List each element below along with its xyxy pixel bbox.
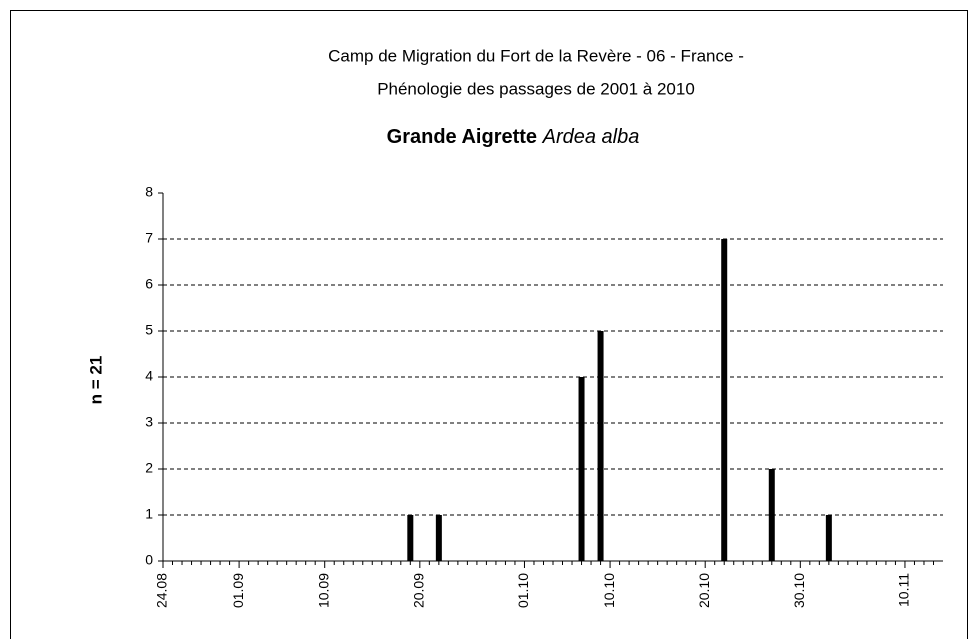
y-tick-label: 6 (145, 276, 153, 292)
y-tick-label: 7 (145, 230, 153, 246)
bar (768, 469, 775, 561)
x-tick-label: 10.10 (601, 573, 617, 608)
y-tick-label: 2 (145, 460, 153, 476)
y-tick-label: 4 (145, 368, 153, 384)
x-tick-label: 10.09 (315, 573, 331, 608)
bar (825, 515, 832, 561)
species-name: Grande Aigrette (387, 126, 537, 148)
x-tick-label: 30.10 (791, 573, 807, 608)
y-axis-label: n = 21 (86, 356, 105, 405)
y-tick-label: 3 (145, 414, 153, 430)
y-tick-label: 0 (145, 552, 153, 568)
x-tick-label: 10.11 (896, 573, 912, 607)
species-latin: Ardea alba (542, 126, 640, 148)
x-tick-label: 24.08 (154, 573, 170, 608)
bar (435, 515, 442, 561)
chart-subtitle: Grande Aigrette Ardea alba (387, 126, 640, 148)
bar (578, 377, 585, 561)
x-tick-label: 20.10 (696, 573, 712, 608)
bar (721, 239, 728, 561)
chart-title: Camp de Migration du Fort de la Revère -… (328, 46, 744, 65)
chart-frame (10, 10, 968, 639)
y-tick-label: 5 (145, 322, 153, 338)
y-tick-label: 8 (145, 184, 153, 200)
x-tick-label: 01.10 (515, 573, 531, 608)
x-tick-label: 01.09 (230, 573, 246, 608)
bar (597, 331, 604, 561)
x-tick-label: 20.09 (411, 573, 427, 608)
chart-title: Phénologie des passages de 2001 à 2010 (377, 79, 695, 98)
y-tick-label: 1 (145, 506, 153, 522)
bar (407, 515, 414, 561)
